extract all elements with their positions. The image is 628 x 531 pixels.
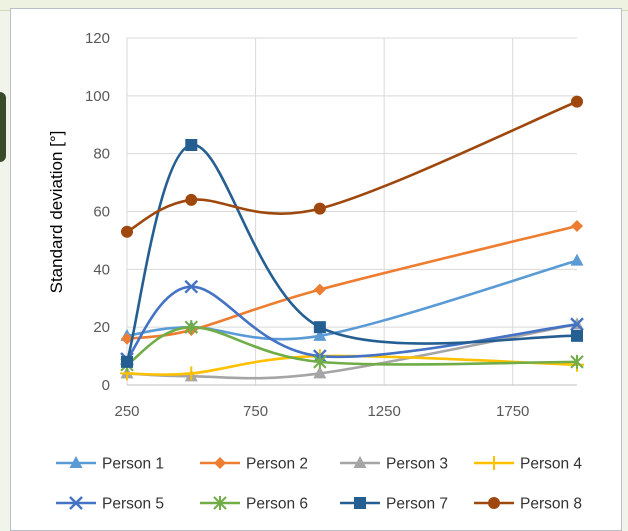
chart-legend: Person 1 Person 2 Person 3 Person 4 Person 5…	[56, 456, 582, 513]
legend-item: Person 7	[340, 496, 448, 513]
y-tick-label: 120	[85, 30, 110, 47]
data-point	[570, 354, 584, 369]
series-line	[125, 285, 578, 360]
legend-item: Person 4	[474, 456, 582, 473]
data-point	[313, 328, 327, 341]
y-tick-label: 60	[93, 204, 110, 221]
series-line	[125, 143, 578, 363]
legend-item: Person 2	[200, 456, 308, 473]
data-point	[570, 253, 584, 266]
data-point	[313, 202, 326, 215]
legend-label: Person 6	[246, 496, 308, 513]
y-tick-label: 80	[93, 146, 110, 163]
legend-label: Person 3	[386, 456, 448, 473]
legend-item: Person 6	[200, 496, 308, 513]
data-point	[571, 329, 583, 342]
legend-label: Person 1	[102, 456, 164, 473]
series-7	[121, 138, 583, 368]
legend-label: Person 5	[102, 496, 164, 513]
y-axis-label: Standard deviation [°]	[47, 131, 66, 294]
y-tick-label: 20	[93, 319, 110, 336]
legend-label: Person 4	[520, 456, 582, 473]
x-tick-label: 1250	[367, 403, 400, 420]
legend-label: Person 7	[386, 496, 448, 513]
data-point	[313, 354, 327, 369]
x-tick-label: 250	[114, 403, 139, 420]
legend-marker	[69, 456, 83, 468]
data-point	[571, 219, 583, 232]
data-point	[570, 317, 584, 332]
series-line	[126, 259, 578, 341]
legend-marker	[69, 496, 83, 510]
series-line	[126, 100, 578, 233]
data-point	[313, 366, 327, 379]
data-point	[313, 321, 326, 334]
legend-label: Person 8	[520, 496, 582, 513]
legend-item: Person 1	[56, 456, 164, 473]
series-line	[126, 325, 578, 366]
data-point	[184, 320, 198, 335]
data-point	[121, 225, 133, 238]
data-point	[185, 138, 198, 151]
legend-marker	[214, 457, 226, 469]
chart-grid	[126, 37, 577, 386]
legend-marker	[353, 456, 367, 468]
data-point	[121, 355, 133, 368]
legend-marker	[213, 496, 227, 510]
legend-item: Person 5	[56, 496, 164, 513]
data-point	[184, 366, 199, 381]
chart-series	[120, 95, 584, 382]
legend-item: Person 8	[474, 496, 582, 513]
legend-item: Person 3	[340, 456, 448, 473]
left-edge-tab	[0, 92, 6, 162]
legend-label: Person 2	[246, 456, 308, 473]
y-tick-label: 100	[85, 88, 110, 105]
data-point	[313, 283, 326, 296]
legend-marker	[354, 497, 366, 509]
x-tick-label: 750	[243, 403, 268, 420]
y-tick-label: 40	[93, 261, 110, 278]
y-tick-label: 0	[102, 377, 110, 394]
axis-tick-labels: 0 20 40 60 80 100 120 250 750 1250 1750	[85, 30, 529, 420]
data-point	[184, 279, 199, 294]
data-point	[185, 193, 198, 206]
series-line	[126, 354, 578, 377]
legend-marker	[488, 497, 500, 509]
x-tick-label: 1750	[496, 403, 529, 420]
data-point	[571, 95, 583, 108]
legend-marker	[487, 456, 501, 470]
data-point	[121, 332, 133, 345]
series-8	[121, 95, 583, 238]
